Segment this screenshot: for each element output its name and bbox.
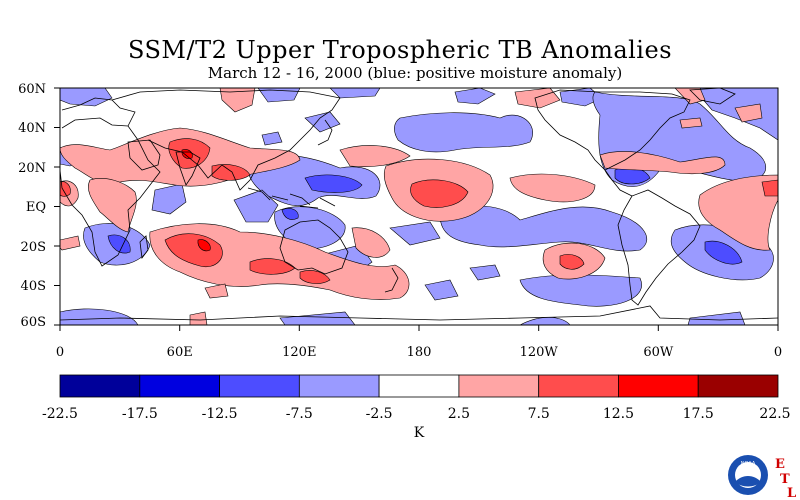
colorbar-tick-label: 2.5 [448,406,470,422]
positive-anomaly-cores [60,138,778,284]
colorbar-tick-label: -7.5 [286,406,313,422]
chart-subtitle: March 12 - 16, 2000 (blue: positive mois… [207,64,623,82]
new-zealand-outline [384,267,399,293]
lat-label-20n: 20N [18,161,46,176]
lat-label-eq: EQ [26,200,46,215]
logo-letter-t: T [780,472,790,487]
logo-letter-l: L [787,486,796,500]
colorbar-tick-label: 12.5 [603,406,634,422]
lon-label-180: 180 [407,345,432,360]
south-america-outline [617,189,701,306]
lat-label-20s: 20S [21,240,46,255]
lon-label-60e: 60E [167,345,193,360]
north-america-outline [534,89,691,171]
colorbar-tick-label: -22.5 [42,406,78,422]
colorbar-swatch-2 [139,374,221,398]
colorbar-tick-label: -17.5 [122,406,158,422]
continent-outlines [60,88,778,321]
axis-ticks [54,87,779,331]
colorbar-swatch-8 [618,374,699,398]
australia-outline [279,219,349,275]
anomaly-map: 60N 40N 20N EQ 20S 40S 60S 0 60E 120E 18… [18,82,791,441]
colorbar-tick-label: 17.5 [683,406,714,422]
noaa-etl-logo: NOAA E T L [728,455,796,500]
madagascar-outline [139,235,149,260]
lon-label-0-east: 0 [774,345,782,360]
colorbar-tick-label: 7.5 [528,406,550,422]
colorbar-tick-label: 22.5 [759,406,790,422]
africa-outline [60,117,161,267]
se-asia-islands-outline [247,187,336,209]
lat-label-40s: 40S [21,279,46,294]
lon-label-120e: 120E [282,345,316,360]
colorbar-swatch-3 [219,374,300,398]
colorbar-swatch-6 [458,374,540,398]
japan-outline [317,119,333,146]
colorbar-tick-label: -2.5 [366,406,393,422]
lon-label-0: 0 [56,345,64,360]
arabia-outline [127,139,161,171]
colorbar-swatch-4 [298,374,380,398]
colorbar-swatch-5 [378,374,460,398]
india-outline [175,151,201,186]
lat-label-40n: 40N [18,121,46,136]
colorbar-swatch-1 [59,374,141,398]
colorbar-tick-label: -12.5 [202,406,238,422]
colorbar-swatch-9 [697,374,779,398]
asia-outline [111,89,341,191]
lat-label-60n: 60N [18,82,46,97]
central-america-outline [604,169,633,197]
lat-label-60s: 60S [21,315,46,330]
noaa-text: NOAA [741,461,756,467]
logo-letter-e: E [775,457,785,472]
colorbar-unit: K [414,425,425,441]
lon-label-60w: 60W [643,345,674,360]
colorbar-swatch-7 [538,374,619,398]
chart-title: SSM/T2 Upper Tropospheric TB Anomalies [127,36,673,64]
antarctica-outline [60,305,778,321]
colorbar [59,374,779,398]
lon-label-120w: 120W [520,345,559,360]
negative-anomaly-cores [107,166,743,265]
anomaly-field [60,88,778,325]
